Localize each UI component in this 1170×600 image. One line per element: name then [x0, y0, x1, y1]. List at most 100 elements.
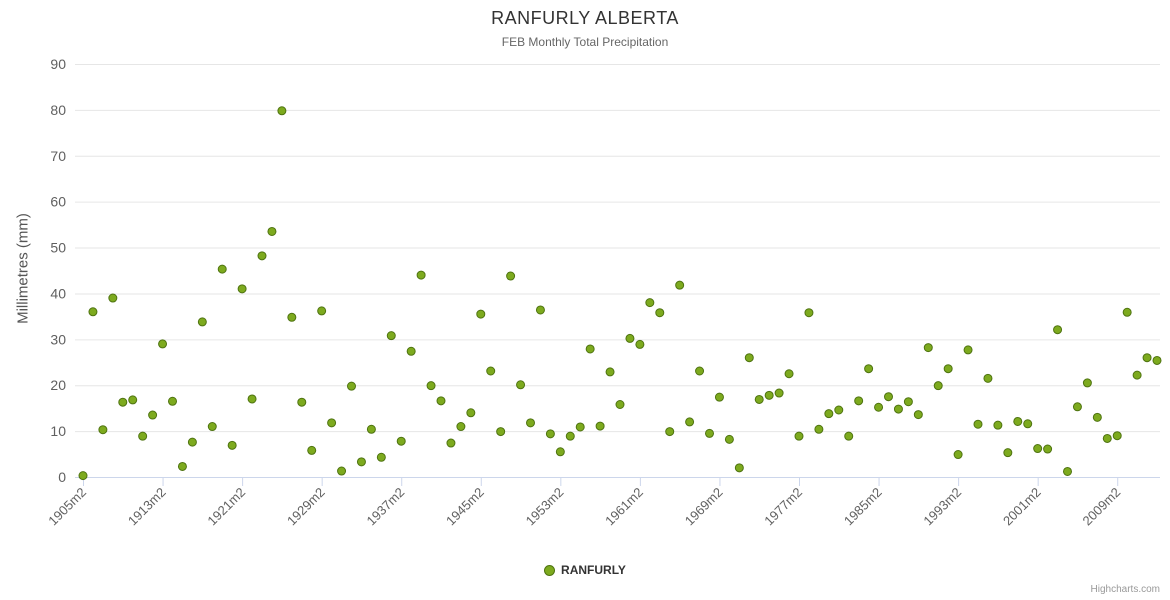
data-point[interactable] [605, 367, 615, 377]
data-point[interactable] [854, 396, 864, 406]
data-point[interactable] [396, 436, 406, 446]
data-point[interactable] [317, 306, 327, 316]
data-point[interactable] [615, 399, 625, 409]
data-point[interactable] [734, 463, 744, 473]
data-point[interactable] [337, 466, 347, 476]
data-point[interactable] [287, 312, 297, 322]
data-point[interactable] [1082, 378, 1092, 388]
data-point[interactable] [128, 395, 138, 405]
data-point[interactable] [1092, 412, 1102, 422]
data-point[interactable] [1102, 433, 1112, 443]
data-point[interactable] [943, 364, 953, 374]
data-point[interactable] [486, 366, 496, 376]
data-point[interactable] [516, 380, 526, 390]
data-point[interactable] [356, 457, 366, 467]
data-point[interactable] [744, 353, 754, 363]
data-point[interactable] [665, 427, 675, 437]
data-point[interactable] [814, 424, 824, 434]
data-point[interactable] [267, 226, 277, 236]
data-point[interactable] [197, 317, 207, 327]
data-point[interactable] [247, 394, 257, 404]
data-point[interactable] [148, 410, 158, 420]
data-point[interactable] [98, 425, 108, 435]
data-point[interactable] [695, 366, 705, 376]
data-point[interactable] [625, 333, 635, 343]
data-point[interactable] [754, 394, 764, 404]
data-point[interactable] [1023, 419, 1033, 429]
data-point[interactable] [874, 402, 884, 412]
data-point[interactable] [963, 345, 973, 355]
data-point[interactable] [78, 471, 88, 481]
data-point[interactable] [774, 388, 784, 398]
data-point[interactable] [714, 392, 724, 402]
data-point[interactable] [327, 418, 337, 428]
data-point[interactable] [993, 420, 1003, 430]
data-point[interactable] [1122, 307, 1132, 317]
data-point[interactable] [1003, 448, 1013, 458]
data-point[interactable] [953, 450, 963, 460]
data-point[interactable] [565, 431, 575, 441]
data-point[interactable] [466, 408, 476, 418]
data-point[interactable] [416, 270, 426, 280]
data-point[interactable] [406, 346, 416, 356]
data-point[interactable] [217, 264, 227, 274]
data-point[interactable] [913, 410, 923, 420]
credits-link[interactable]: Highcharts.com [1090, 584, 1160, 595]
data-point[interactable] [705, 428, 714, 438]
data-point[interactable] [923, 343, 933, 353]
data-point[interactable] [158, 339, 168, 349]
data-point[interactable] [545, 429, 555, 439]
data-point[interactable] [864, 364, 874, 374]
data-point[interactable] [794, 431, 804, 441]
data-point[interactable] [436, 396, 446, 406]
data-point[interactable] [1013, 416, 1023, 426]
data-point[interactable] [207, 422, 217, 432]
data-point[interactable] [1152, 355, 1162, 365]
data-point[interactable] [366, 424, 376, 434]
data-point[interactable] [456, 422, 466, 432]
data-point[interactable] [724, 434, 734, 444]
data-point[interactable] [1053, 325, 1063, 335]
data-point[interactable] [973, 419, 983, 429]
data-point[interactable] [177, 461, 187, 471]
data-point[interactable] [476, 309, 486, 319]
data-point[interactable] [118, 397, 128, 407]
data-point[interactable] [237, 284, 247, 294]
data-point[interactable] [834, 405, 844, 415]
data-point[interactable] [1132, 370, 1142, 380]
data-point[interactable] [575, 422, 585, 432]
data-point[interactable] [88, 307, 98, 317]
data-point[interactable] [804, 308, 814, 318]
data-point[interactable] [277, 106, 287, 116]
data-point[interactable] [426, 381, 436, 391]
data-point[interactable] [138, 431, 148, 441]
data-point[interactable] [1072, 402, 1082, 412]
data-point[interactable] [168, 396, 177, 406]
data-point[interactable] [376, 452, 386, 462]
data-point[interactable] [903, 397, 913, 407]
data-point[interactable] [893, 404, 903, 414]
data-point[interactable] [585, 344, 595, 354]
data-point[interactable] [187, 437, 197, 447]
data-point[interactable] [526, 418, 535, 428]
data-point[interactable] [1112, 431, 1122, 441]
data-point[interactable] [108, 293, 118, 303]
data-point[interactable] [386, 331, 396, 341]
data-point[interactable] [824, 409, 834, 419]
data-point[interactable] [1043, 444, 1053, 454]
data-point[interactable] [933, 381, 943, 391]
data-point[interactable] [764, 390, 774, 400]
data-point[interactable] [297, 397, 307, 407]
data-point[interactable] [675, 280, 685, 290]
data-point[interactable] [1142, 353, 1152, 363]
data-point[interactable] [645, 298, 655, 308]
data-point[interactable] [595, 421, 605, 431]
legend-item[interactable]: RANFURLY [0, 563, 1170, 577]
data-point[interactable] [506, 271, 516, 281]
data-point[interactable] [555, 447, 565, 457]
data-point[interactable] [884, 392, 893, 402]
data-point[interactable] [1033, 444, 1043, 454]
data-point[interactable] [685, 417, 695, 427]
data-point[interactable] [307, 445, 317, 455]
data-point[interactable] [784, 369, 794, 379]
